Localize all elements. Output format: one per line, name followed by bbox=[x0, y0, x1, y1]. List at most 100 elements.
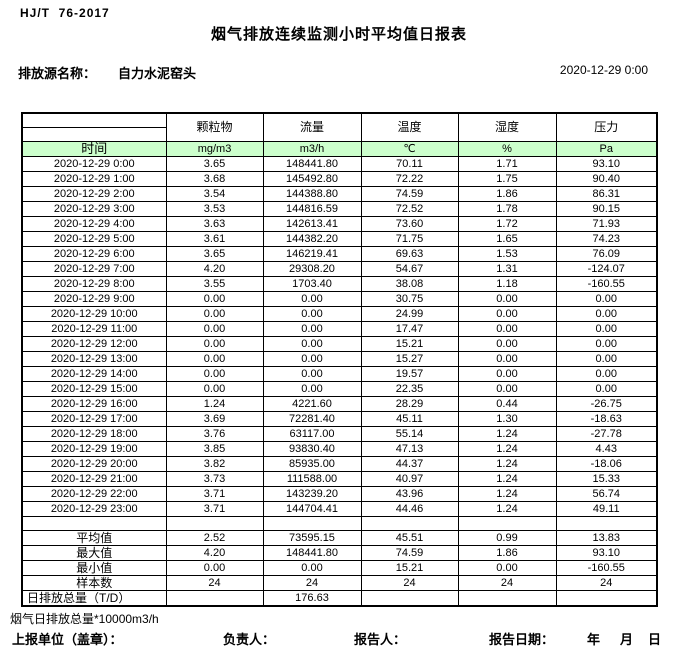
value-cell: 3.65 bbox=[165, 155, 264, 172]
time-cell: 2020-12-29 6:00 bbox=[21, 245, 167, 262]
value-cell: 72281.40 bbox=[262, 410, 362, 427]
value-cell bbox=[457, 589, 557, 606]
value-cell: 29308.20 bbox=[262, 260, 362, 277]
signature-line: 上报单位（盖章）： 负责人： 报告人： 报告日期： 年 月 日 bbox=[0, 629, 678, 647]
time-cell: 2020-12-29 3:00 bbox=[21, 200, 167, 217]
value-cell: 74.59 bbox=[360, 185, 459, 202]
spacer-cell bbox=[165, 515, 264, 531]
value-cell: 19.57 bbox=[360, 365, 459, 382]
time-header-blank-top bbox=[21, 112, 167, 128]
time-cell: 2020-12-29 19:00 bbox=[21, 440, 167, 457]
value-cell: 144382.20 bbox=[262, 230, 362, 247]
value-cell: -18.63 bbox=[555, 410, 658, 427]
value-cell: 93.10 bbox=[555, 155, 658, 172]
value-cell: 144704.41 bbox=[262, 500, 362, 517]
value-cell: 1.72 bbox=[457, 215, 557, 232]
report-datetime: 2020-12-29 0:00 bbox=[559, 63, 648, 77]
summary-label-cell: 最小值 bbox=[21, 559, 167, 576]
summary-row: 平均值 2.52 73595.15 45.51 0.99 13.83 bbox=[21, 529, 658, 546]
table-row: 2020-12-29 23:00 3.71 144704.41 44.46 1.24 49… bbox=[21, 500, 658, 517]
value-cell: 93830.40 bbox=[262, 440, 362, 457]
value-cell: 15.21 bbox=[360, 559, 459, 576]
value-cell: 148441.80 bbox=[262, 544, 362, 561]
value-cell: 0.00 bbox=[262, 305, 362, 322]
column-header-particulate: 颗粒物 bbox=[165, 112, 264, 142]
value-cell: 73595.15 bbox=[262, 529, 362, 546]
value-cell: 0.00 bbox=[262, 559, 362, 576]
summary-label-cell: 最大值 bbox=[21, 544, 167, 561]
value-cell: 0.00 bbox=[165, 350, 264, 367]
value-cell: 142613.41 bbox=[262, 215, 362, 232]
value-cell: 3.65 bbox=[165, 245, 264, 262]
time-cell: 2020-12-29 1:00 bbox=[21, 170, 167, 187]
spacer-cell bbox=[555, 515, 658, 531]
value-cell: 2.52 bbox=[165, 529, 264, 546]
table-row: 2020-12-29 18:00 3.76 63117.00 55.14 1.24 -27… bbox=[21, 425, 658, 442]
time-header: 时间 bbox=[21, 140, 167, 157]
summary-label-cell: 样本数 bbox=[21, 574, 167, 591]
value-cell: 0.00 bbox=[262, 290, 362, 307]
value-cell: -26.75 bbox=[555, 395, 658, 412]
time-cell: 2020-12-29 20:00 bbox=[21, 455, 167, 472]
column-header-temperature: 温度 bbox=[360, 112, 459, 142]
table-row: 2020-12-29 1:00 3.68 145492.80 72.22 1.75 90.… bbox=[21, 170, 658, 187]
time-cell: 2020-12-29 7:00 bbox=[21, 260, 167, 277]
value-cell: 1.71 bbox=[457, 155, 557, 172]
table-row: 2020-12-29 14:00 0.00 0.00 19.57 0.00 0.00 bbox=[21, 365, 658, 382]
value-cell: 0.00 bbox=[457, 365, 557, 382]
report-date-label: 报告日期： bbox=[489, 632, 555, 647]
value-cell: 63117.00 bbox=[262, 425, 362, 442]
value-cell: 44.46 bbox=[360, 500, 459, 517]
emission-source-line: 排放源名称： 自力水泥窑头 bbox=[18, 63, 196, 82]
summary-label-cell: 日排放总量（T/D） bbox=[21, 589, 167, 606]
value-cell: 3.82 bbox=[165, 455, 264, 472]
value-cell: 3.61 bbox=[165, 230, 264, 247]
value-cell: 24 bbox=[165, 574, 264, 591]
value-cell: 145492.80 bbox=[262, 170, 362, 187]
emission-source-label: 排放源名称： bbox=[18, 66, 97, 81]
table-row: 2020-12-29 0:00 3.65 148441.80 70.11 1.71 93.… bbox=[21, 155, 658, 172]
value-cell: 85935.00 bbox=[262, 455, 362, 472]
value-cell: 0.00 bbox=[457, 320, 557, 337]
unit-humidity: % bbox=[457, 140, 557, 157]
value-cell: 13.83 bbox=[555, 529, 658, 546]
value-cell: 3.76 bbox=[165, 425, 264, 442]
value-cell: 15.33 bbox=[555, 470, 658, 487]
value-cell: 1.31 bbox=[457, 260, 557, 277]
value-cell: 56.74 bbox=[555, 485, 658, 502]
value-cell: 24 bbox=[262, 574, 362, 591]
value-cell: 1.24 bbox=[165, 395, 264, 412]
value-cell: 0.00 bbox=[555, 365, 658, 382]
unit-particulate: mg/m3 bbox=[165, 140, 264, 157]
table-row: 2020-12-29 10:00 0.00 0.00 24.99 0.00 0.00 bbox=[21, 305, 658, 322]
month-label: 月 bbox=[620, 632, 634, 647]
value-cell: 0.00 bbox=[555, 305, 658, 322]
value-cell: 0.00 bbox=[457, 350, 557, 367]
value-cell: 3.54 bbox=[165, 185, 264, 202]
time-cell: 2020-12-29 16:00 bbox=[21, 395, 167, 412]
value-cell: 4.43 bbox=[555, 440, 658, 457]
value-cell: 3.71 bbox=[165, 500, 264, 517]
time-cell: 2020-12-29 18:00 bbox=[21, 425, 167, 442]
value-cell: 24 bbox=[360, 574, 459, 591]
value-cell: 0.99 bbox=[457, 529, 557, 546]
value-cell: 86.31 bbox=[555, 185, 658, 202]
value-cell: 45.11 bbox=[360, 410, 459, 427]
value-cell: 24.99 bbox=[360, 305, 459, 322]
value-cell: 4221.60 bbox=[262, 395, 362, 412]
value-cell: 0.00 bbox=[555, 290, 658, 307]
spacer-row bbox=[21, 515, 658, 531]
table-row: 2020-12-29 8:00 3.55 1703.40 38.08 1.18 -160.… bbox=[21, 275, 658, 292]
value-cell: 54.67 bbox=[360, 260, 459, 277]
value-cell: 1.18 bbox=[457, 275, 557, 292]
value-cell: -160.55 bbox=[555, 559, 658, 576]
value-cell: 44.37 bbox=[360, 455, 459, 472]
summary-row: 样本数 24 24 24 24 24 bbox=[21, 574, 658, 591]
value-cell: 4.20 bbox=[165, 544, 264, 561]
pollutant-name-row: 颗粒物 流量 温度 湿度 压力 bbox=[21, 112, 658, 142]
value-cell: -160.55 bbox=[555, 275, 658, 292]
value-cell: 148441.80 bbox=[262, 155, 362, 172]
value-cell: 176.63 bbox=[262, 589, 362, 606]
unit-temperature: ℃ bbox=[360, 140, 459, 157]
value-cell: 3.85 bbox=[165, 440, 264, 457]
